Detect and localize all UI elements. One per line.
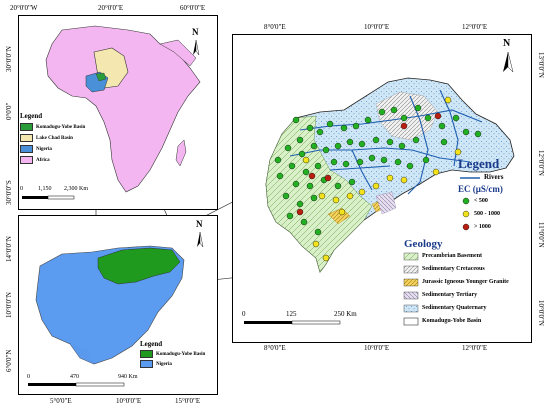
geology-label-basin: Komadugu-Yobe Basin bbox=[422, 318, 482, 324]
africa-north-label: N bbox=[192, 27, 199, 37]
africa-legend-item: Lake Chad Basin bbox=[20, 134, 100, 142]
ec-points-red bbox=[296, 112, 442, 216]
africa-legend: Legend Komadugu-Yobe Basin Lake Chad Bas… bbox=[20, 112, 100, 164]
africa-legend-item: Nigeria bbox=[20, 145, 100, 153]
legend-swatch bbox=[20, 145, 33, 153]
nigeria-scale-0: 0 bbox=[27, 374, 30, 380]
nigeria-bottom-tick-1: 5°0'0"E bbox=[50, 397, 72, 405]
basin-top-tick-1: 8°0'0"E bbox=[264, 23, 286, 31]
africa-top-tick-2: 20°0'0"E bbox=[98, 4, 124, 12]
africa-legend-item: Africa bbox=[20, 156, 100, 164]
africa-top-tick-1: 20°0'0"W bbox=[10, 4, 38, 12]
basin-scale-bar bbox=[244, 320, 341, 325]
africa-legend-item: Komadugu-Yobe Basin bbox=[20, 123, 100, 131]
geology-label-quaternary: Sedimentary Quaternary bbox=[422, 305, 487, 311]
nigeria-bottom-tick-2: 10°0'0"E bbox=[116, 397, 142, 405]
ec-points-yellow bbox=[302, 96, 462, 262]
ec-legend-label-2: 500 - 1000 bbox=[474, 211, 500, 217]
geology-label-tertiary: Sedimentary Tertiary bbox=[422, 292, 478, 298]
legend-label: Komadugu-Yobe Basin bbox=[156, 352, 206, 358]
legend-label: Africa bbox=[36, 158, 50, 164]
geo-swatch-quaternary bbox=[403, 304, 419, 313]
legend-swatch bbox=[140, 350, 153, 358]
legend-swatch bbox=[20, 134, 33, 142]
africa-legend-title: Legend bbox=[20, 112, 43, 120]
geology-title: Geology bbox=[404, 238, 443, 250]
basin-north-label: N bbox=[503, 38, 511, 49]
geology-label-granite: Jurassic Igneous Younger Granite bbox=[422, 279, 509, 285]
ec-points-green bbox=[274, 104, 482, 236]
africa-north-arrow bbox=[193, 39, 200, 56]
legend-label: Nigeria bbox=[156, 362, 172, 368]
geo-swatch-basin bbox=[403, 317, 419, 326]
basin-top-tick-2: 10°0'0"E bbox=[364, 23, 390, 31]
ec-legend-label-3: > 1000 bbox=[474, 224, 491, 230]
legend-swatch bbox=[20, 156, 33, 164]
ec-legend-red bbox=[462, 223, 470, 231]
geology-label-cretaceous: Sedimentary Cretaceous bbox=[422, 266, 485, 272]
africa-scale-0: 0 bbox=[20, 186, 23, 192]
geo-swatch-cretaceous bbox=[403, 265, 419, 274]
ky-basin-shape bbox=[97, 247, 181, 285]
nigeria-legend-item: Komadugu-Yobe Basin bbox=[140, 350, 215, 358]
basin-bottom-tick-3: 12°0'0"E bbox=[462, 344, 488, 352]
ec-legend-green bbox=[462, 197, 470, 205]
basin-scale-1: 125 bbox=[286, 310, 297, 318]
basin-scale-0: 0 bbox=[242, 310, 246, 318]
tertiary-region bbox=[375, 191, 397, 215]
basin-north-arrow bbox=[503, 51, 514, 73]
geo-swatch-basement bbox=[403, 252, 419, 261]
nigeria-scale-2: 940 Km bbox=[118, 374, 138, 380]
ec-legend-label-1: < 500 bbox=[474, 198, 488, 204]
legend-label: Nigeria bbox=[36, 147, 52, 153]
geo-swatch-granite bbox=[403, 278, 419, 287]
nigeria-bottom-tick-3: 15°0'0"E bbox=[175, 397, 201, 405]
nigeria-north-arrow bbox=[197, 231, 204, 248]
legend-swatch bbox=[20, 123, 33, 131]
madagascar-shape bbox=[175, 139, 187, 167]
basin-legend-title: Legend bbox=[458, 156, 500, 171]
geo-swatch-tertiary bbox=[403, 291, 419, 300]
basin-bottom-tick-1: 8°0'0"E bbox=[264, 344, 286, 352]
ec-legend-yellow bbox=[462, 210, 470, 218]
basin-scale-2: 250 Km bbox=[334, 310, 357, 318]
basin-top-tick-3: 12°0'0"E bbox=[462, 23, 488, 31]
nigeria-legend-title: Legend bbox=[140, 340, 163, 348]
africa-top-tick-3: 60°0'0"E bbox=[180, 4, 206, 12]
nigeria-scale-bar bbox=[28, 382, 125, 387]
geology-label-basement: Precambrian Basement bbox=[422, 253, 483, 259]
legend-swatch bbox=[140, 360, 153, 368]
nigeria-legend-item: Nigeria bbox=[140, 360, 215, 368]
africa-scale-1: 1,150 bbox=[38, 186, 52, 192]
rivers-legend-label: Rivers bbox=[484, 173, 504, 181]
ky-basin-shape-small bbox=[95, 72, 107, 82]
legend-label: Lake Chad Basin bbox=[36, 136, 73, 142]
legend-label: Komadugu-Yobe Basin bbox=[36, 125, 86, 131]
nigeria-north-label: N bbox=[196, 219, 203, 229]
nigeria-scale-1: 470 bbox=[70, 374, 79, 380]
africa-scale-bar bbox=[22, 195, 75, 200]
basin-bottom-tick-2: 10°0'0"E bbox=[364, 344, 390, 352]
ec-legend-title: EC (μS/cm) bbox=[458, 184, 503, 194]
nigeria-legend: Legend Komadugu-Yobe Basin Nigeria bbox=[140, 340, 215, 368]
africa-scale-2: 2,300 Km bbox=[64, 186, 88, 192]
